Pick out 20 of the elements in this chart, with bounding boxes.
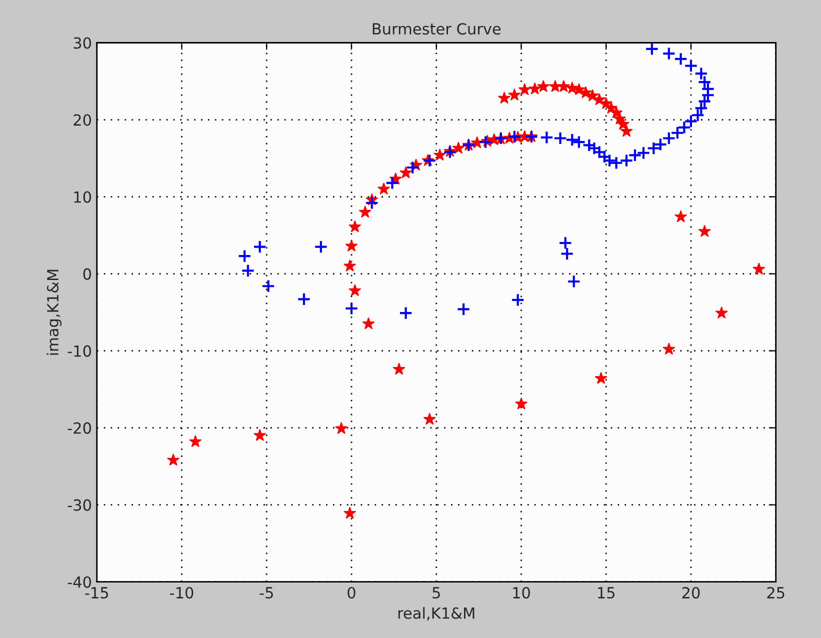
y-tick-label: -40 bbox=[68, 576, 92, 588]
x-tick-label: -5 bbox=[260, 587, 273, 599]
x-tick-label: 0 bbox=[348, 586, 356, 599]
x-tick-label: -10 bbox=[170, 586, 194, 599]
y-tick-label: 10 bbox=[74, 191, 91, 203]
y-tick-label: 20 bbox=[74, 114, 91, 126]
y-axis-title: imag,K1&M bbox=[46, 270, 62, 355]
x-tick-label: -15 bbox=[85, 587, 108, 599]
x-tick-label: 25 bbox=[767, 586, 784, 599]
y-tick-label: 30 bbox=[74, 37, 91, 49]
x-tick-label: 20 bbox=[682, 586, 700, 599]
y-tick-label: -20 bbox=[68, 422, 92, 434]
x-tick-label: 15 bbox=[598, 587, 614, 599]
y-tick-label: -10 bbox=[68, 345, 92, 357]
y-tick-label: -30 bbox=[68, 499, 92, 511]
x-tick-label: 10 bbox=[513, 586, 530, 599]
chart-title: Burmester Curve bbox=[372, 23, 501, 35]
x-axis-title: real,K1&M bbox=[398, 607, 474, 620]
x-tick-label: 5 bbox=[432, 587, 440, 599]
y-tick-label: 0 bbox=[83, 268, 91, 280]
